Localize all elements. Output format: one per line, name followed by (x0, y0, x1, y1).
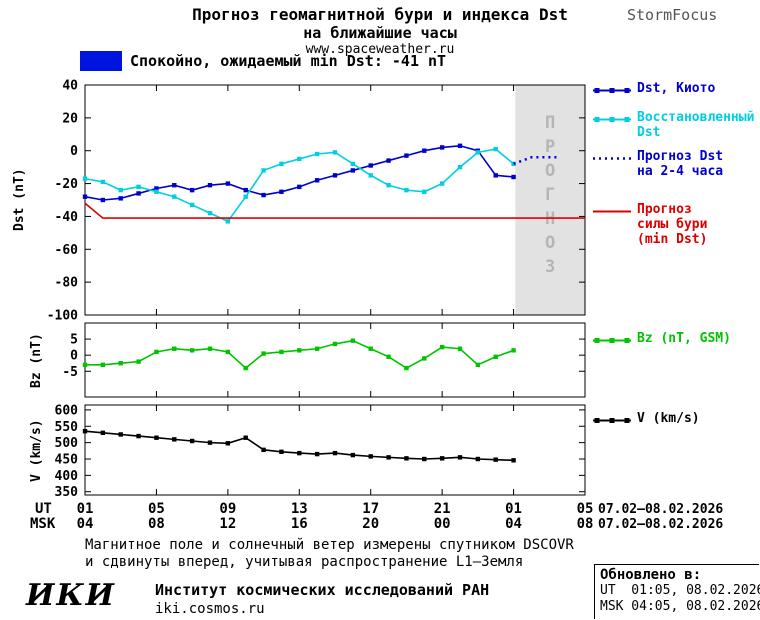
axis-tick-label: 17 (362, 501, 380, 517)
ut-axis-row: UT 07.02—08.02.2026 01 05 09 13 17 21 01 05 (0, 501, 760, 517)
svg-text:О: О (545, 233, 555, 253)
ut-date-range: 07.02—08.02.2026 (598, 502, 724, 517)
msk-date-range: 07.02—08.02.2026 (598, 517, 724, 532)
updated-box: Обновлено в: UT 01:05, 08.02.2026 MSK 04… (594, 564, 760, 619)
svg-text:Н: Н (545, 209, 555, 229)
page-title-line2: на ближайшие часы (303, 24, 457, 42)
svg-text:500: 500 (55, 436, 79, 451)
axis-tick-label: 21 (433, 501, 451, 517)
legend-v-label: V (km/s) (637, 411, 700, 426)
bz-line-icon (593, 338, 631, 343)
svg-text:Г: Г (545, 185, 555, 205)
svg-text:400: 400 (55, 469, 79, 484)
svg-text:350: 350 (55, 485, 79, 500)
svg-text:-60: -60 (55, 243, 79, 258)
axis-tick-label: 13 (290, 501, 308, 517)
svg-text:П: П (545, 113, 555, 133)
svg-text:5: 5 (70, 333, 78, 348)
storm-strength-line-icon (593, 210, 631, 213)
updated-ut: UT 01:05, 08.02.2026 (600, 583, 760, 598)
institute-name: Институт космических исследований РАН (155, 581, 490, 599)
svg-text:0: 0 (70, 144, 78, 159)
status-legend: Спокойно, ожидаемый min Dst: -41 nT (80, 51, 446, 71)
axis-tick-label: 05 (147, 501, 165, 517)
svg-text:-100: -100 (47, 309, 78, 322)
legend-storm-strength-label: Прогноз силы бури (min Dst) (637, 202, 708, 247)
svg-text:450: 450 (55, 453, 79, 468)
legend-restored-dst: Восстановленный Dst (593, 110, 754, 140)
msk-axis-name: MSK (30, 516, 56, 532)
data-source-note-line1: Магнитное поле и солнечный ветер измерен… (85, 537, 574, 553)
bz-chart: 50-5 (62, 322, 586, 398)
axis-tick-label: 08 (147, 516, 165, 532)
axis-tick-label: 08 (576, 516, 594, 532)
v-line-icon (593, 418, 631, 423)
axis-tick-label: 16 (290, 516, 308, 532)
axis-tick-label: 20 (362, 516, 380, 532)
updated-label: Обновлено в: (600, 567, 702, 583)
dst-axis-label: Dst (nT) (12, 168, 27, 231)
axis-tick-label: 01 (76, 501, 94, 517)
legend-storm-strength: Прогноз силы бури (min Dst) (593, 202, 707, 247)
svg-text:20: 20 (62, 111, 78, 126)
svg-text:-40: -40 (55, 210, 79, 225)
iki-site-link[interactable]: iki.cosmos.ru (155, 601, 265, 617)
legend-dst-kyoto: Dst, Киото (593, 81, 715, 97)
axis-tick-label: 12 (219, 516, 237, 532)
legend-v: V (km/s) (593, 411, 700, 427)
page-title-line1: Прогноз геомагнитной бури и индекса Dst (192, 5, 568, 24)
legend-restored-dst-label: Восстановленный Dst (637, 110, 755, 140)
legend-forecast-dst: Прогноз Dst на 2-4 часа (593, 149, 723, 179)
axis-tick-label: 04 (76, 516, 94, 532)
axis-tick-label: 05 (576, 501, 594, 517)
dst-kyoto-line-icon (593, 88, 631, 93)
legend-forecast-dst-label: Прогноз Dst на 2-4 часа (637, 149, 724, 179)
svg-text:-80: -80 (55, 276, 79, 291)
updated-msk: MSK 04:05, 08.02.2026 (600, 599, 760, 614)
spaceweather-link[interactable]: www.spaceweather.ru (305, 42, 455, 57)
svg-text:-20: -20 (55, 177, 79, 192)
restored-dst-line-icon (593, 117, 631, 122)
msk-axis-row: MSK 07.02—08.02.2026 04 08 12 16 20 00 04 08 (0, 516, 760, 532)
legend-bz-label: Bz (nT, GSM) (637, 331, 731, 346)
data-source-note-line2: и сдвинуты вперед, учитывая распростране… (85, 554, 524, 570)
forecast-dst-dotted-icon (593, 157, 631, 160)
svg-text:550: 550 (55, 420, 79, 435)
status-text: Спокойно, ожидаемый min Dst: -41 nT (130, 52, 447, 70)
svg-text:Р: Р (545, 137, 555, 157)
svg-text:600: 600 (55, 403, 79, 418)
axis-tick-label: 09 (219, 501, 237, 517)
brand-label: StormFocus (627, 6, 718, 24)
svg-text:З: З (545, 257, 555, 277)
axis-tick-label: 00 (433, 516, 451, 532)
svg-text:40: 40 (62, 79, 78, 94)
svg-text:О: О (545, 161, 555, 181)
status-swatch (80, 51, 122, 71)
axis-tick-label: 04 (505, 516, 522, 532)
legend-dst-kyoto-label: Dst, Киото (637, 81, 716, 96)
iki-logo: ИКИ (26, 578, 116, 613)
legend-bz: Bz (nT, GSM) (593, 331, 731, 347)
svg-text:-5: -5 (62, 365, 78, 380)
axis-tick-label: 01 (505, 501, 522, 517)
ut-axis-name: UT (35, 501, 52, 517)
svg-text:0: 0 (70, 349, 78, 364)
